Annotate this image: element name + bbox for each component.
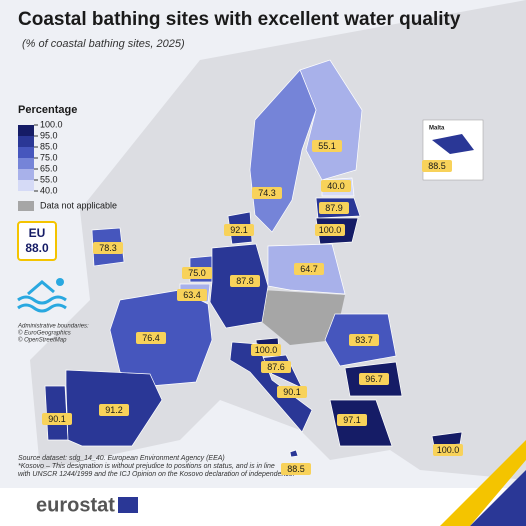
value-label: 87.8 (236, 276, 254, 286)
swimmer-icon (17, 278, 67, 313)
value-label: 87.6 (267, 362, 285, 372)
legend-swatch (18, 125, 34, 136)
brand: eurostat (36, 494, 115, 516)
footer-stripe (440, 440, 526, 526)
value-label: 91.2 (105, 405, 123, 415)
value-label-box (321, 180, 351, 192)
inset-region (432, 134, 474, 154)
not-applicable-area (262, 290, 345, 345)
value-label-box (252, 187, 282, 199)
value-label: 88.5 (428, 161, 446, 171)
value-label: 92.1 (230, 225, 248, 235)
legend-tick-label: 65.0 (40, 163, 58, 173)
value-label: 76.4 (142, 333, 160, 343)
value-label-box (281, 463, 311, 475)
legend-swatch (18, 158, 34, 169)
value-label: 75.0 (188, 268, 206, 278)
region (289, 449, 299, 458)
value-label-box (277, 386, 307, 398)
legend-swatch (18, 180, 34, 191)
subtitle: (% of coastal bathing sites, 2025) (22, 38, 185, 50)
legend-swatch (18, 169, 34, 180)
source: with UNSCR 1244/1999 and the ICJ Opinion… (18, 471, 295, 478)
value-label-box (99, 404, 129, 416)
value-label-box (294, 263, 324, 275)
legend-tick-label: 100.0 (40, 119, 63, 129)
value-label: 40.0 (327, 181, 345, 191)
value-label-box (136, 332, 166, 344)
eu-box (17, 221, 57, 261)
value-label-box (319, 202, 349, 214)
legend-tick-label: 55.0 (40, 174, 58, 184)
value-label-box (182, 267, 212, 279)
value-label: 55.1 (318, 141, 336, 151)
note: © EuroGeographics (18, 330, 71, 337)
source: *Kosovo – This designation is without pr… (18, 463, 275, 470)
eu-value: 88.0 (25, 241, 49, 255)
value-label-box (359, 373, 389, 385)
note: © OpenStreetMap (18, 337, 67, 344)
legend-tick-label: 85.0 (40, 141, 58, 151)
eu-label: EU (29, 226, 46, 240)
value-label-box (349, 334, 379, 346)
legend-na-label: Data not applicable (40, 200, 117, 210)
value-label-box (312, 140, 342, 152)
legend-swatch (18, 136, 34, 147)
legend-title: Percentage (18, 104, 77, 116)
value-label: 88.5 (287, 464, 305, 474)
value-label: 83.7 (355, 335, 373, 345)
value-label: 64.7 (300, 264, 318, 274)
source: Source dataset: sdg_14_40. European Envi… (18, 455, 225, 462)
value-label-box (177, 289, 207, 301)
value-label: 78.3 (99, 243, 117, 253)
value-label: 74.3 (258, 188, 276, 198)
footer-stripe (470, 470, 526, 526)
value-label-box (315, 224, 345, 236)
title: Coastal bathing sites with excellent wat… (18, 9, 461, 30)
legend-tick-label: 40.0 (40, 185, 58, 195)
value-label-box (422, 160, 452, 172)
value-label: 63.4 (183, 290, 201, 300)
value-label-box (93, 242, 123, 254)
value-label-box (42, 413, 72, 425)
value-label-box (337, 414, 367, 426)
value-label-box (261, 361, 291, 373)
value-label: 90.1 (48, 414, 66, 424)
value-label-box (251, 344, 281, 356)
note: Administrative boundaries: (17, 324, 89, 330)
value-label: 100.0 (437, 445, 460, 455)
legend-tick-label: 75.0 (40, 152, 58, 162)
legend-tick-label: 95.0 (40, 130, 58, 140)
value-label: 97.1 (343, 415, 361, 425)
legend-na-swatch (18, 201, 34, 211)
legend-swatch (18, 147, 34, 158)
value-label-box (433, 444, 463, 456)
inset-title: Malta (429, 126, 445, 132)
value-label-box (230, 275, 260, 287)
eu-flag (118, 497, 138, 513)
value-label: 100.0 (255, 345, 278, 355)
value-label: 96.7 (365, 374, 383, 384)
value-label-box (224, 224, 254, 236)
value-label: 100.0 (319, 225, 342, 235)
value-label: 90.1 (283, 387, 301, 397)
footer (0, 488, 526, 526)
value-label: 87.9 (325, 203, 343, 213)
